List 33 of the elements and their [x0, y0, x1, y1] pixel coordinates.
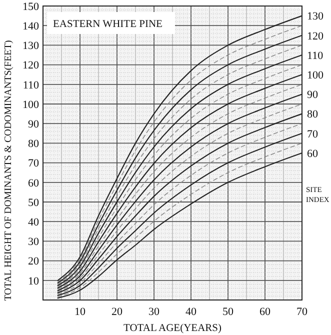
series-label: 100 [307, 69, 324, 82]
x-tick-label: 70 [296, 306, 308, 318]
y-tick-label: 90 [28, 118, 40, 130]
y-tick-label: 110 [22, 79, 40, 92]
y-tick-label: 40 [28, 216, 40, 228]
y-tick-label: 30 [28, 236, 40, 248]
y-tick-label: 70 [28, 158, 40, 170]
series-label: 110 [307, 50, 324, 62]
y-axis-title: TOTAL HEIGHT OF DOMINANTS & CODOMINANTS(FEET) [3, 40, 14, 301]
x-tick-label: 60 [260, 306, 271, 318]
series-label: 80 [307, 108, 318, 121]
x-tick-label: 50 [222, 306, 234, 318]
y-tick-label: 60 [28, 177, 40, 190]
y-tick-label: 20 [28, 256, 40, 268]
x-tick-label: 30 [148, 306, 160, 318]
y-tick-label: 150 [22, 0, 40, 13]
x-tick-label: 10 [74, 306, 86, 318]
y-tick-label: 80 [28, 138, 40, 150]
series-label: 130 [307, 10, 324, 23]
y-tick-label: 120 [22, 60, 40, 72]
series-label: 90 [307, 89, 318, 102]
x-tick-label: 40 [186, 306, 197, 318]
y-tick-label: 140 [22, 20, 40, 32]
x-tick-label: 20 [112, 306, 123, 318]
y-tick-label: 50 [28, 196, 40, 209]
text: EASTERN WHITE PINE [53, 19, 162, 30]
series-label: 120 [307, 30, 324, 42]
y-tick-label: 10 [28, 275, 40, 288]
series-label: 60 [307, 148, 318, 160]
y-tick-label: 130 [22, 40, 40, 52]
x-axis-title: TOTAL AGE(YEARS) [123, 323, 222, 334]
y-tick-label: 100 [22, 98, 40, 111]
series-label: 70 [307, 128, 318, 140]
